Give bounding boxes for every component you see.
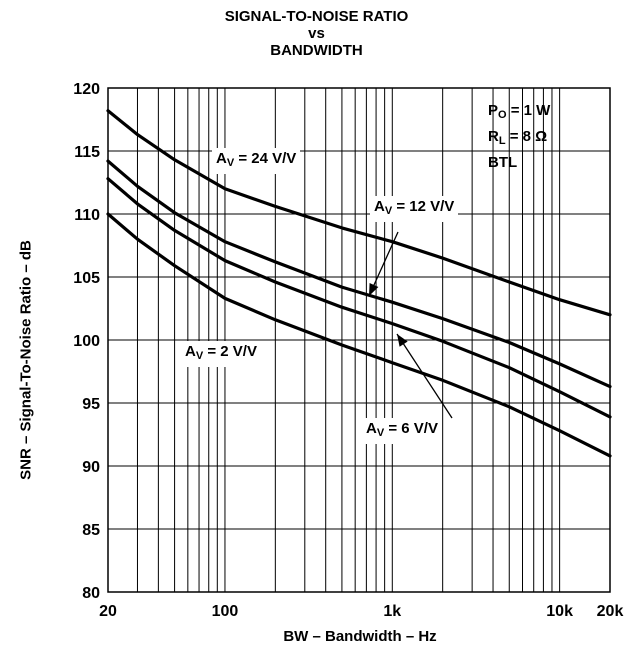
series-label-av-12: AV = 12 V/V (370, 196, 459, 222)
series-line-av-6 (106, 177, 612, 419)
series-line-av-24 (106, 109, 612, 317)
x-axis-label: BW – Bandwidth – Hz (283, 628, 437, 645)
series-label-av-6: AV = 6 V/V (362, 418, 442, 444)
y-tick-label: 85 (82, 522, 100, 539)
arrow-av-6-head (397, 334, 408, 347)
x-tick-label: 100 (212, 603, 239, 620)
x-tick-label: 1k (383, 603, 401, 620)
y-tick-label: 105 (73, 270, 100, 287)
y-axis-label: SNR – Signal-To-Noise Ratio – dB (17, 240, 35, 480)
chart-title-line-3: BANDWIDTH (270, 42, 363, 59)
y-tick-label: 90 (82, 459, 100, 476)
series-line-av-2 (106, 212, 612, 458)
series-label-av-2: AV = 2 V/V (181, 341, 261, 367)
condition-btl: BTL (488, 154, 518, 171)
x-tick-label: 10k (546, 603, 573, 620)
x-tick-label: 20k (597, 603, 624, 620)
series-label-av-24: AV = 24 V/V (212, 148, 301, 174)
y-tick-label: 95 (82, 396, 100, 413)
y-tick-label: 110 (74, 207, 100, 224)
arrow-av-12-head (369, 283, 379, 296)
plot-frame (107, 87, 611, 593)
condition-rl: RL = 8 Ω (488, 128, 548, 147)
series-line-av-12 (106, 159, 612, 389)
x-tick-label: 20 (99, 603, 117, 620)
y-tick-label: 115 (74, 144, 100, 161)
arrow-av-6-shaft (396, 333, 453, 419)
condition-po: PO = 1 W (488, 102, 551, 121)
chart-title-line-1: SIGNAL-TO-NOISE RATIO (224, 8, 409, 25)
y-tick-label: 100 (73, 333, 100, 350)
chart-title-line-2: vs (308, 25, 325, 42)
y-tick-label: 80 (82, 585, 100, 602)
y-tick-label: 120 (73, 81, 100, 98)
test-conditions: PO = 1 W RL = 8 Ω BTL (488, 100, 550, 173)
